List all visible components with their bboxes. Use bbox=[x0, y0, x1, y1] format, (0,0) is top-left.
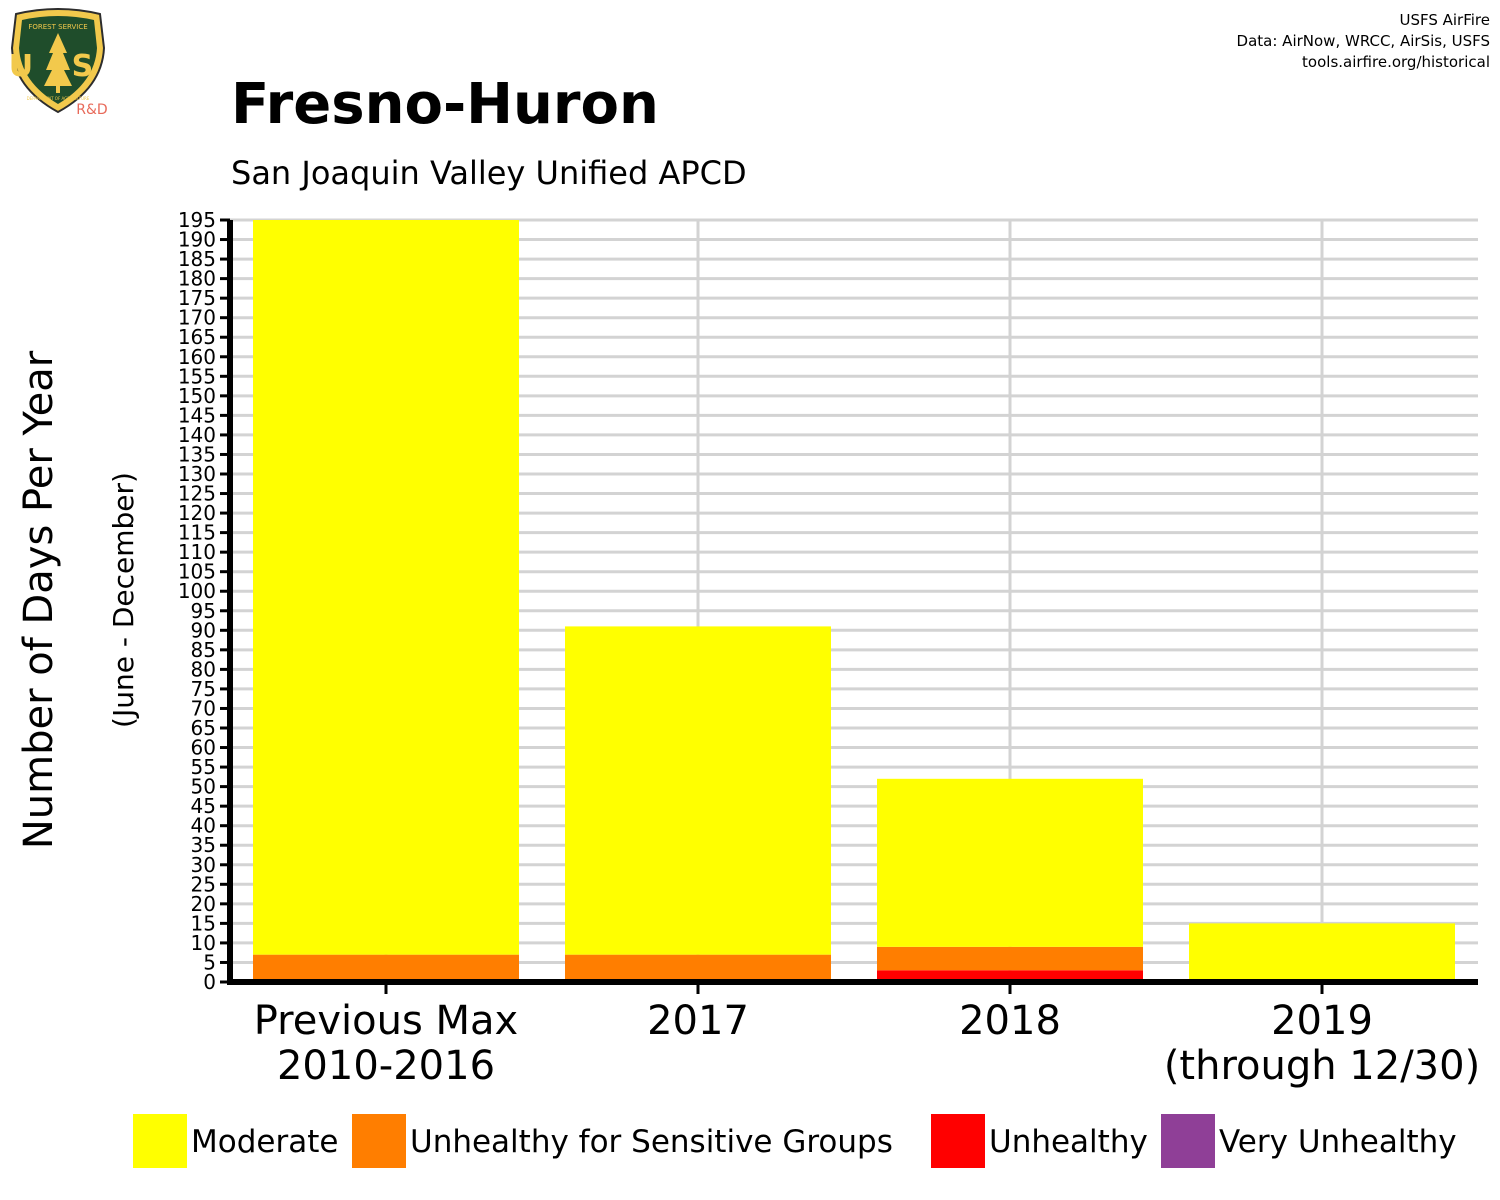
y-tick-label: 160 bbox=[178, 345, 216, 369]
y-tick-label: 135 bbox=[178, 442, 216, 466]
y-tick-label: 65 bbox=[191, 716, 216, 740]
legend-swatch bbox=[931, 1114, 985, 1168]
y-tick-label: 105 bbox=[178, 560, 216, 584]
y-axis-sublabel: (June - December) bbox=[107, 472, 140, 728]
rd-badge: R&D bbox=[76, 102, 107, 118]
credits: USFS AirFire Data: AirNow, WRCC, AirSis,… bbox=[1237, 10, 1490, 73]
y-tick-label: 60 bbox=[191, 736, 216, 760]
y-tick-label: 20 bbox=[191, 892, 216, 916]
y-tick-label: 0 bbox=[203, 970, 216, 994]
legend-label: Very Unhealthy bbox=[1219, 1124, 1457, 1160]
legend-item-usg: Unhealthy for Sensitive Groups bbox=[352, 1114, 893, 1168]
x-tick-label: 2010-2016 bbox=[277, 1043, 495, 1089]
legend-swatch bbox=[133, 1114, 187, 1168]
logo-top-text: FOREST SERVICE bbox=[28, 23, 87, 31]
bar-segment-moderate bbox=[1189, 923, 1455, 982]
legend-item-unhealthy: Unhealthy bbox=[931, 1114, 1148, 1168]
y-tick-label: 125 bbox=[178, 482, 216, 506]
credit-org: USFS AirFire bbox=[1399, 11, 1490, 29]
bar-segment-unhealthy bbox=[877, 970, 1143, 982]
bar-segment-moderate bbox=[565, 626, 831, 955]
y-tick-label: 70 bbox=[191, 696, 216, 720]
x-tick-label: Previous Max bbox=[254, 998, 518, 1044]
legend-swatch bbox=[352, 1114, 406, 1168]
y-tick-label: 185 bbox=[178, 247, 216, 271]
y-tick-label: 180 bbox=[178, 267, 216, 291]
y-tick-label: 90 bbox=[191, 618, 216, 642]
y-tick-label: 120 bbox=[178, 501, 216, 525]
legend-label: Unhealthy for Sensitive Groups bbox=[410, 1124, 893, 1160]
y-tick-label: 40 bbox=[191, 814, 216, 838]
bars bbox=[253, 220, 1455, 982]
y-tick-labels: 0510152025303540455055606570758085909510… bbox=[178, 208, 230, 994]
bar-segment-usg bbox=[565, 954, 831, 982]
legend-label: Moderate bbox=[191, 1124, 338, 1160]
y-tick-label: 190 bbox=[178, 228, 216, 252]
legend-swatch bbox=[1161, 1114, 1215, 1168]
y-tick-label: 75 bbox=[191, 677, 216, 701]
y-tick-label: 35 bbox=[191, 833, 216, 857]
bar-segment-usg bbox=[877, 946, 1143, 971]
forest-service-logo: FOREST SERVICE U S DEPARTMENT OF AGRICUL… bbox=[9, 8, 108, 118]
legend-item-very_unhealthy: Very Unhealthy bbox=[1161, 1114, 1457, 1168]
y-tick-label: 15 bbox=[191, 911, 216, 935]
credit-data-sources: Data: AirNow, WRCC, AirSis, USFS bbox=[1236, 32, 1490, 50]
bar-segment-moderate bbox=[877, 778, 1143, 947]
y-tick-label: 140 bbox=[178, 423, 216, 447]
y-tick-label: 150 bbox=[178, 384, 216, 408]
x-tick-label: 2018 bbox=[959, 998, 1061, 1044]
y-tick-label: 85 bbox=[191, 638, 216, 662]
y-tick-label: 175 bbox=[178, 286, 216, 310]
y-tick-label: 195 bbox=[178, 208, 216, 232]
y-axis-label: Number of Days Per Year bbox=[16, 350, 62, 849]
y-tick-label: 5 bbox=[203, 950, 216, 974]
y-tick-label: 80 bbox=[191, 657, 216, 681]
chart-title: Fresno-Huron bbox=[231, 72, 659, 137]
legend-item-moderate: Moderate bbox=[133, 1114, 338, 1168]
axes bbox=[227, 220, 1478, 985]
y-tick-label: 50 bbox=[191, 775, 216, 799]
y-tick-label: 55 bbox=[191, 755, 216, 779]
y-tick-label: 145 bbox=[178, 403, 216, 427]
logo-bottom-text: DEPARTMENT OF AGRICULTURE bbox=[27, 96, 90, 101]
bar-segment-moderate bbox=[253, 220, 519, 955]
y-tick-label: 30 bbox=[191, 853, 216, 877]
y-tick-label: 170 bbox=[178, 306, 216, 330]
chart-subtitle: San Joaquin Valley Unified APCD bbox=[231, 154, 747, 192]
legend: Moderate Unhealthy for Sensitive Groups Un… bbox=[133, 1114, 1457, 1168]
tree-icon bbox=[44, 33, 72, 86]
x-tick-label: 2017 bbox=[647, 998, 749, 1044]
y-tick-label: 115 bbox=[178, 521, 216, 545]
bar-segment-usg bbox=[253, 954, 519, 982]
x-tick-label: 2019 bbox=[1271, 998, 1373, 1044]
logo-letters: U S bbox=[9, 49, 107, 84]
credit-url: tools.airfire.org/historical bbox=[1302, 53, 1490, 71]
x-tick-label: (through 12/30) bbox=[1164, 1043, 1480, 1089]
y-tick-label: 110 bbox=[178, 540, 216, 564]
y-tick-label: 10 bbox=[191, 931, 216, 955]
y-tick-label: 25 bbox=[191, 872, 216, 896]
y-tick-label: 45 bbox=[191, 794, 216, 818]
y-tick-label: 165 bbox=[178, 325, 216, 349]
y-tick-label: 155 bbox=[178, 364, 216, 388]
y-tick-label: 95 bbox=[191, 599, 216, 623]
y-tick-label: 130 bbox=[178, 462, 216, 486]
legend-label: Unhealthy bbox=[989, 1124, 1148, 1160]
y-tick-label: 100 bbox=[178, 579, 216, 603]
